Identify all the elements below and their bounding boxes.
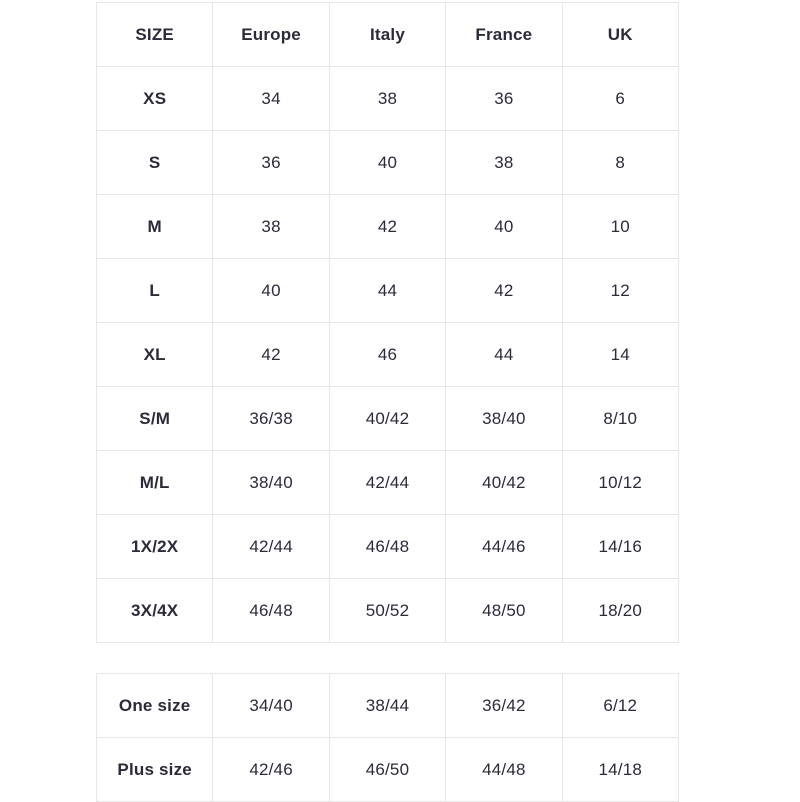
- column-header-size: SIZE: [95, 2, 214, 67]
- row-label: 1X/2X: [95, 514, 214, 579]
- cell-uk: 18/20: [561, 578, 679, 643]
- table-row: M 38 42 40 10: [95, 194, 679, 259]
- main-table-body: SIZE Europe Italy France UK XS 34 38 36 …: [95, 2, 679, 643]
- cell-france: 38/40: [445, 386, 563, 451]
- cell-france: 38: [445, 130, 563, 195]
- row-label: XL: [95, 322, 214, 387]
- table-row: One size 34/40 38/44 36/42 6/12: [95, 673, 679, 738]
- cell-italy: 38: [328, 66, 447, 131]
- cell-europe: 46/48: [212, 578, 330, 643]
- row-label: S: [95, 130, 214, 195]
- column-header-france: France: [445, 2, 563, 67]
- cell-italy: 42: [328, 194, 447, 259]
- cell-europe: 36: [212, 130, 330, 195]
- size-conversion-table: SIZE Europe Italy France UK XS 34 38 36 …: [95, 2, 679, 643]
- cell-uk: 8/10: [561, 386, 679, 451]
- cell-france: 36: [445, 66, 563, 131]
- row-label: M: [95, 194, 214, 259]
- cell-uk: 14/16: [561, 514, 679, 579]
- cell-europe: 42: [212, 322, 330, 387]
- cell-italy: 46/50: [328, 737, 447, 802]
- cell-europe: 34: [212, 66, 330, 131]
- cell-france: 36/42: [445, 673, 563, 738]
- table-row: S 36 40 38 8: [95, 130, 679, 195]
- column-header-italy: Italy: [328, 2, 447, 67]
- cell-italy: 50/52: [328, 578, 447, 643]
- cell-italy: 40/42: [328, 386, 447, 451]
- table-row: XL 42 46 44 14: [95, 322, 679, 387]
- cell-france: 42: [445, 258, 563, 323]
- cell-uk: 6/12: [561, 673, 679, 738]
- table-row: XS 34 38 36 6: [95, 66, 679, 131]
- cell-italy: 46: [328, 322, 447, 387]
- cell-europe: 42/46: [212, 737, 330, 802]
- cell-italy: 38/44: [328, 673, 447, 738]
- cell-italy: 44: [328, 258, 447, 323]
- cell-france: 40: [445, 194, 563, 259]
- row-label: S/M: [95, 386, 214, 451]
- row-label: L: [95, 258, 214, 323]
- table-row: 1X/2X 42/44 46/48 44/46 14/16: [95, 514, 679, 579]
- secondary-table-body: One size 34/40 38/44 36/42 6/12 Plus siz…: [95, 673, 679, 802]
- cell-europe: 42/44: [212, 514, 330, 579]
- table-row: Plus size 42/46 46/50 44/48 14/18: [95, 737, 679, 802]
- cell-france: 44: [445, 322, 563, 387]
- cell-italy: 46/48: [328, 514, 447, 579]
- cell-europe: 34/40: [212, 673, 330, 738]
- cell-uk: 8: [561, 130, 679, 195]
- cell-europe: 36/38: [212, 386, 330, 451]
- cell-uk: 10: [561, 194, 679, 259]
- cell-france: 44/48: [445, 737, 563, 802]
- cell-uk: 12: [561, 258, 679, 323]
- one-size-plus-size-table: One size 34/40 38/44 36/42 6/12 Plus siz…: [95, 673, 679, 802]
- row-label: 3X/4X: [95, 578, 214, 643]
- cell-uk: 10/12: [561, 450, 679, 515]
- column-header-uk: UK: [561, 2, 679, 67]
- row-label: One size: [95, 673, 214, 738]
- table-row: S/M 36/38 40/42 38/40 8/10: [95, 386, 679, 451]
- row-label: XS: [95, 66, 214, 131]
- cell-france: 44/46: [445, 514, 563, 579]
- cell-france: 48/50: [445, 578, 563, 643]
- cell-europe: 40: [212, 258, 330, 323]
- cell-uk: 14/18: [561, 737, 679, 802]
- cell-europe: 38/40: [212, 450, 330, 515]
- cell-europe: 38: [212, 194, 330, 259]
- table-row: 3X/4X 46/48 50/52 48/50 18/20: [95, 578, 679, 643]
- cell-uk: 6: [561, 66, 679, 131]
- cell-italy: 40: [328, 130, 447, 195]
- cell-italy: 42/44: [328, 450, 447, 515]
- row-label: M/L: [95, 450, 214, 515]
- column-header-europe: Europe: [212, 2, 330, 67]
- table-row: L 40 44 42 12: [95, 258, 679, 323]
- row-label: Plus size: [95, 737, 214, 802]
- cell-france: 40/42: [445, 450, 563, 515]
- table-row: M/L 38/40 42/44 40/42 10/12: [95, 450, 679, 515]
- cell-uk: 14: [561, 322, 679, 387]
- table-header-row: SIZE Europe Italy France UK: [95, 2, 679, 67]
